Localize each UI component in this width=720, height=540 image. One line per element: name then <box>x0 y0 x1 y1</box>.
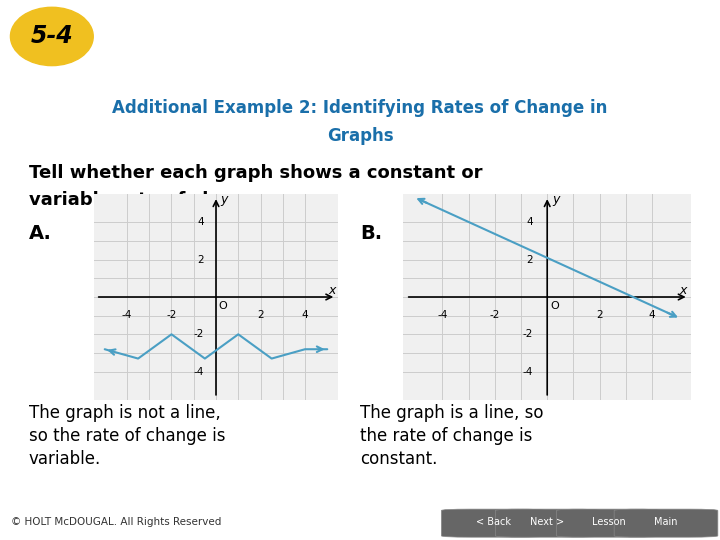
Text: -2: -2 <box>194 329 204 339</box>
Text: -2: -2 <box>523 329 533 339</box>
Text: 4: 4 <box>197 218 204 227</box>
Text: Graphs: Graphs <box>327 127 393 145</box>
Text: 2: 2 <box>257 310 264 320</box>
FancyBboxPatch shape <box>441 509 545 537</box>
Text: -4: -4 <box>122 310 132 320</box>
Text: A.: A. <box>29 224 52 243</box>
Text: -2: -2 <box>490 310 500 320</box>
Text: B.: B. <box>360 224 382 243</box>
Text: -4: -4 <box>194 367 204 376</box>
Text: y: y <box>553 193 560 206</box>
Text: The graph is a line, so: The graph is a line, so <box>360 404 544 422</box>
Text: so the rate of change is: so the rate of change is <box>29 427 225 445</box>
Text: 2: 2 <box>596 310 603 320</box>
Text: Rates of Change and Slope: Rates of Change and Slope <box>112 23 554 50</box>
Text: O: O <box>218 301 227 312</box>
Text: O: O <box>551 301 559 312</box>
Text: y: y <box>220 193 228 206</box>
Text: < Back: < Back <box>476 517 510 528</box>
Text: 2: 2 <box>197 255 204 265</box>
FancyBboxPatch shape <box>557 509 660 537</box>
Text: Additional Example 2: Identifying Rates of Change in: Additional Example 2: Identifying Rates … <box>112 99 608 117</box>
Text: 4: 4 <box>302 310 308 320</box>
FancyBboxPatch shape <box>495 509 599 537</box>
Text: 5-4: 5-4 <box>30 24 73 49</box>
Text: the rate of change is: the rate of change is <box>360 427 532 445</box>
Text: variable.: variable. <box>29 450 101 468</box>
Text: 2: 2 <box>526 255 533 265</box>
Text: Main: Main <box>654 517 678 528</box>
Text: x: x <box>680 284 687 297</box>
Text: -4: -4 <box>523 367 533 376</box>
Text: variable rate of change.: variable rate of change. <box>29 191 271 210</box>
Text: -4: -4 <box>437 310 448 320</box>
Text: x: x <box>328 284 336 297</box>
Text: Lesson: Lesson <box>592 517 625 528</box>
Text: 4: 4 <box>526 218 533 227</box>
Text: constant.: constant. <box>360 450 437 468</box>
Text: © HOLT McDOUGAL. All Rights Reserved: © HOLT McDOUGAL. All Rights Reserved <box>11 517 221 528</box>
Text: The graph is not a line,: The graph is not a line, <box>29 404 220 422</box>
Text: Next >: Next > <box>530 517 564 528</box>
Text: Tell whether each graph shows a constant or: Tell whether each graph shows a constant… <box>29 164 482 182</box>
Ellipse shape <box>10 7 94 65</box>
Text: -2: -2 <box>166 310 176 320</box>
Text: 4: 4 <box>649 310 655 320</box>
FancyBboxPatch shape <box>614 509 718 537</box>
